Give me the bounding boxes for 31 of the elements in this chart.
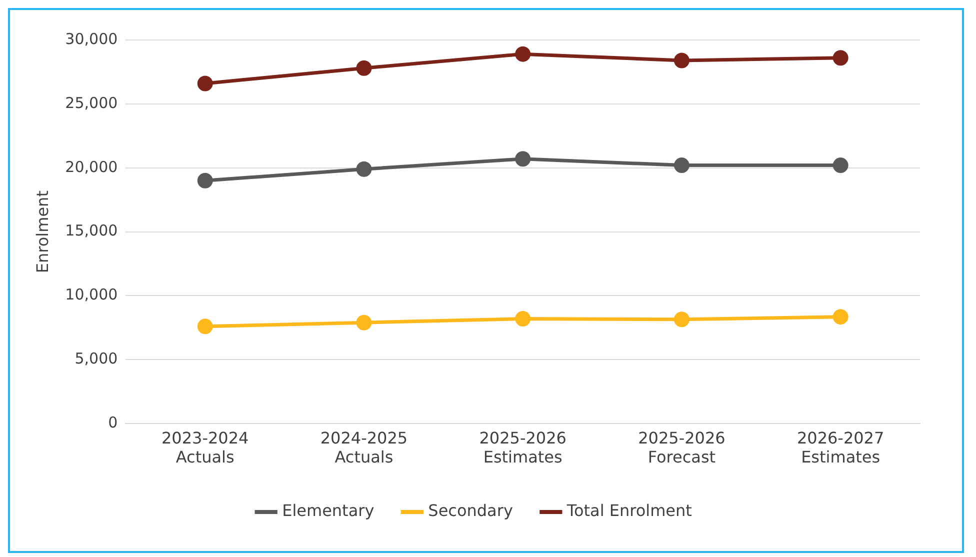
legend-label: Total Enrolment	[566, 501, 692, 520]
y-tick-label: 30,000	[65, 30, 118, 48]
point	[674, 312, 690, 328]
legend-label: Secondary	[428, 501, 513, 520]
x-tick-label: 2025-2026 Estimates	[479, 428, 566, 467]
x-tick-label: 2026-2027 Estimates	[796, 428, 884, 467]
x-tick-label: 2025-2026 Forecast	[638, 428, 726, 467]
point	[197, 318, 213, 334]
y-tick-label: 5,000	[74, 350, 118, 368]
y-tick-label: 0	[108, 413, 118, 432]
point	[356, 60, 372, 76]
legend-label: Elementary	[282, 501, 374, 520]
point	[515, 46, 531, 62]
point	[197, 172, 213, 188]
y-tick-label: 25,000	[65, 94, 118, 112]
y-axis-title: Enrolment	[32, 190, 52, 274]
point	[832, 50, 848, 66]
point	[515, 311, 531, 326]
y-tick-label: 15,000	[65, 222, 118, 240]
x-tick-label: 2024-2025 Actuals	[320, 428, 408, 467]
point	[515, 151, 531, 167]
x-tick-label: 2023-2024 Actuals	[162, 428, 249, 467]
y-tick-label: 10,000	[65, 286, 118, 304]
point	[674, 52, 690, 68]
point	[356, 161, 372, 177]
point	[674, 158, 690, 174]
point	[197, 76, 213, 92]
y-tick-label: 20,000	[65, 158, 118, 176]
point	[356, 314, 372, 330]
point	[832, 158, 848, 174]
point	[832, 309, 848, 325]
